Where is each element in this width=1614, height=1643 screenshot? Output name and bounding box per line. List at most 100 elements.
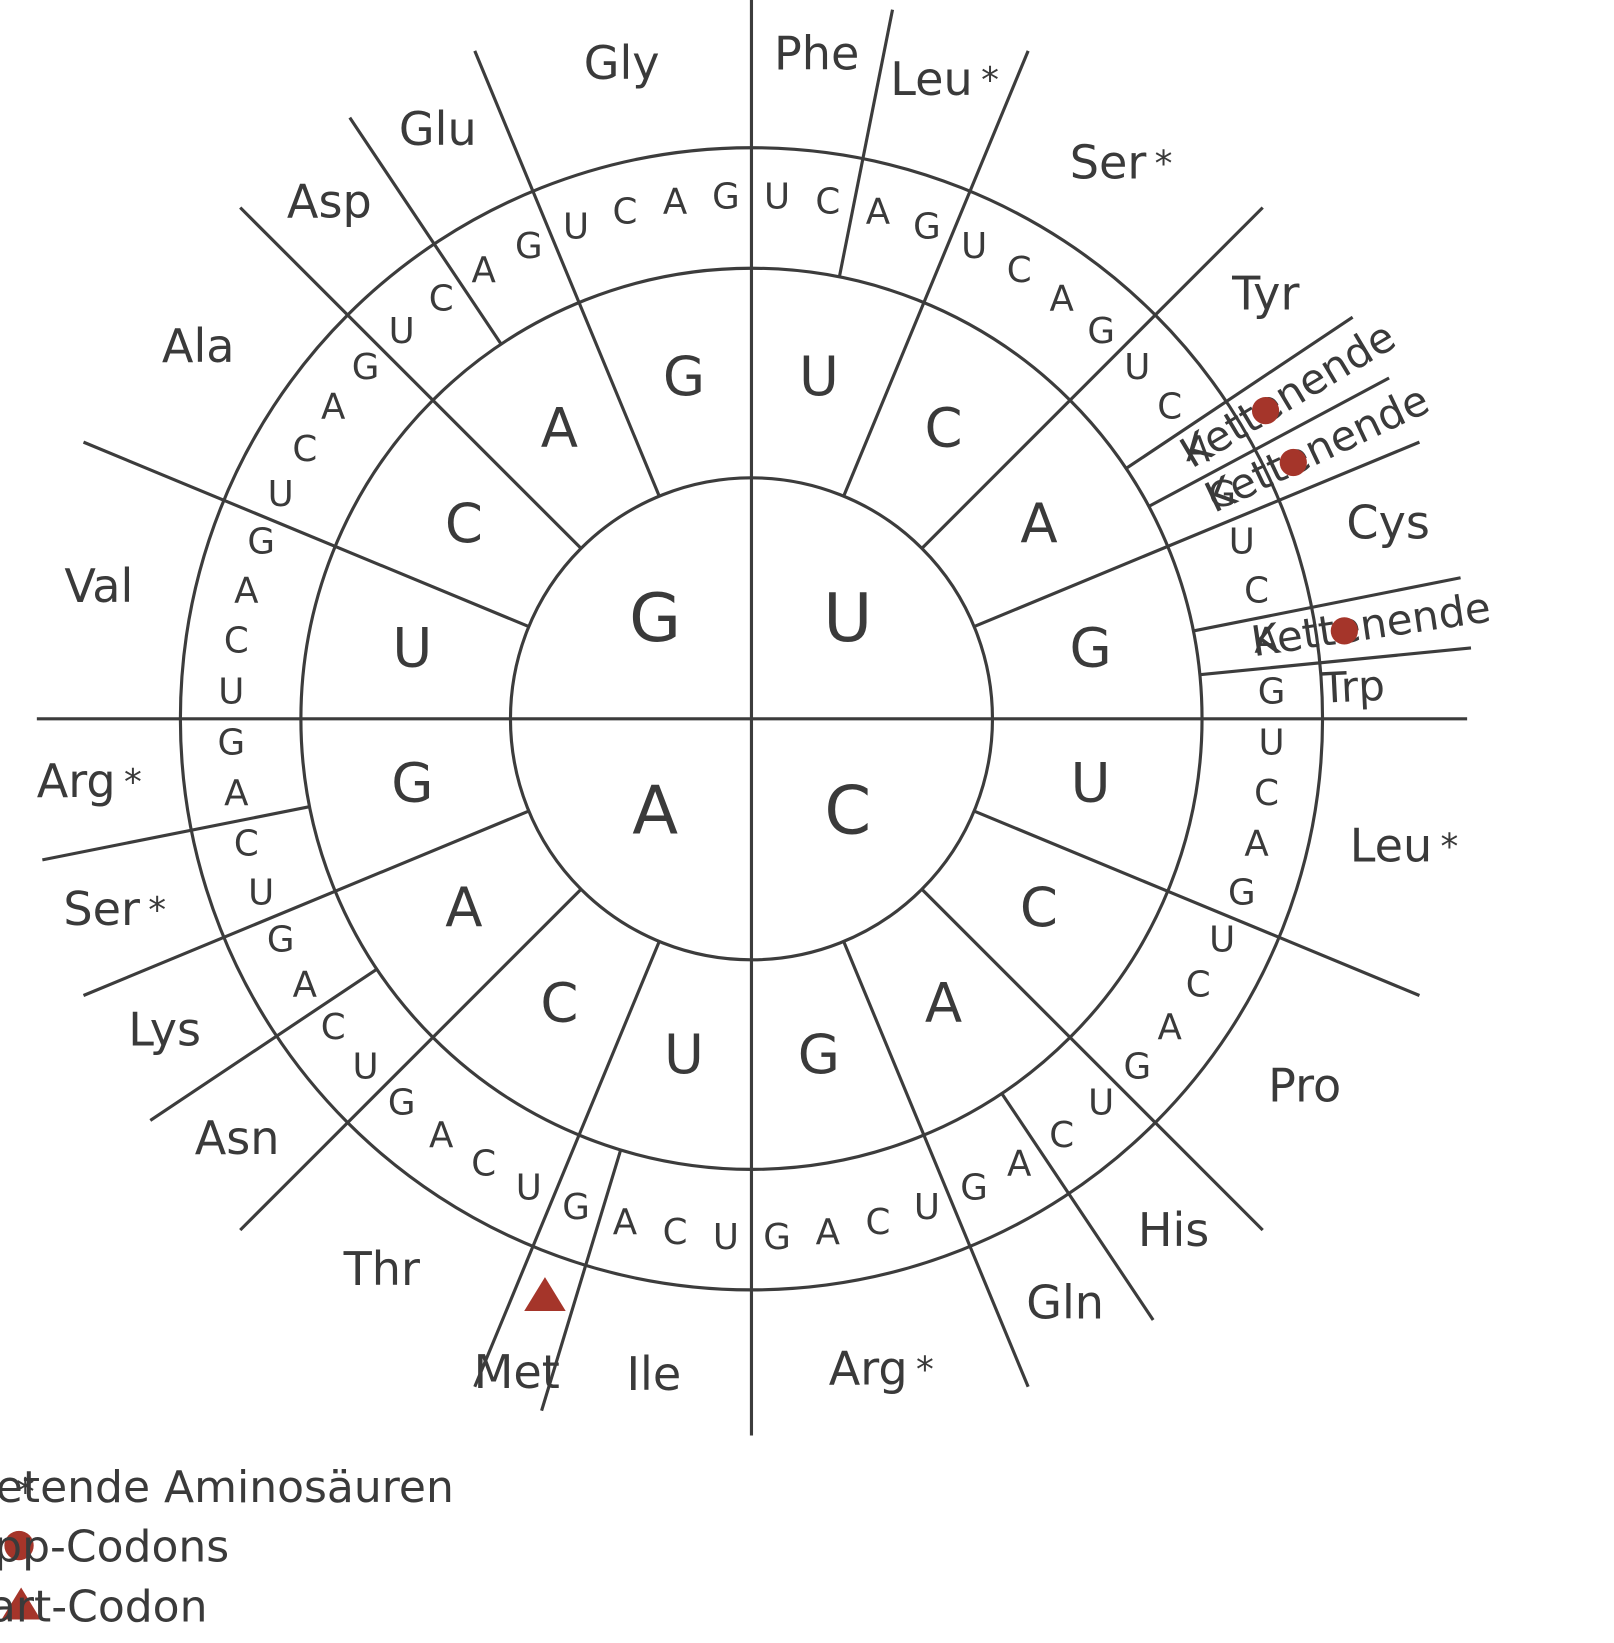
third-base: C bbox=[815, 182, 840, 223]
third-base: U bbox=[218, 671, 244, 712]
third-base: U bbox=[1259, 722, 1285, 763]
group-divider bbox=[239, 206, 583, 550]
third-base: C bbox=[663, 1212, 688, 1253]
second-base: C bbox=[540, 970, 578, 1034]
third-base: U bbox=[1088, 1083, 1114, 1124]
double-mark: * bbox=[148, 890, 166, 931]
third-base: A bbox=[663, 182, 688, 223]
group-divider bbox=[473, 940, 661, 1388]
second-base: A bbox=[1020, 491, 1057, 555]
third-base: U bbox=[516, 1168, 542, 1209]
first-base: G bbox=[629, 579, 681, 657]
third-base: A bbox=[613, 1202, 638, 1243]
third-base: A bbox=[1050, 279, 1075, 320]
amino-acid: Val bbox=[64, 559, 133, 613]
third-base: U bbox=[961, 226, 987, 267]
third-base: C bbox=[1049, 1115, 1074, 1156]
third-base: C bbox=[612, 192, 637, 233]
third-base: G bbox=[960, 1168, 988, 1209]
third-base: U bbox=[563, 206, 589, 247]
third-base: C bbox=[1186, 965, 1211, 1006]
group-divider bbox=[920, 888, 1264, 1232]
amino-divider bbox=[1125, 315, 1354, 470]
second-base: A bbox=[541, 395, 578, 459]
amino-divider bbox=[1148, 376, 1390, 508]
stop-marker bbox=[1330, 617, 1358, 645]
third-base: U bbox=[713, 1217, 739, 1258]
third-base: U bbox=[248, 872, 274, 913]
group-divider bbox=[473, 50, 661, 497]
group-divider bbox=[973, 440, 1421, 629]
amino-acid: Met bbox=[474, 1344, 560, 1398]
third-base: G bbox=[1208, 474, 1236, 515]
amino-name: Lys bbox=[128, 1002, 201, 1056]
third-base: G bbox=[1228, 872, 1256, 913]
second-base: U bbox=[664, 1022, 704, 1086]
start-marker bbox=[524, 1277, 566, 1312]
amino-name: Tyr bbox=[1231, 266, 1299, 320]
third-base: G bbox=[388, 1083, 416, 1124]
second-base: A bbox=[445, 875, 482, 939]
amino-name: Thr bbox=[343, 1242, 420, 1296]
group-divider bbox=[239, 888, 583, 1232]
stop-marker bbox=[1279, 448, 1307, 477]
amino-name: Gln bbox=[1026, 1275, 1104, 1329]
first-base: C bbox=[824, 772, 871, 850]
third-base: A bbox=[866, 192, 891, 233]
third-base: A bbox=[1244, 823, 1269, 864]
amino-acid: Gly bbox=[584, 36, 660, 90]
third-base: C bbox=[234, 823, 259, 864]
third-base: A bbox=[429, 1115, 454, 1156]
double-mark: * bbox=[124, 762, 142, 803]
second-base: U bbox=[799, 344, 839, 408]
third-base: A bbox=[293, 965, 318, 1006]
third-base: A bbox=[1254, 620, 1279, 661]
amino-acid: Cys bbox=[1346, 495, 1429, 549]
third-base: G bbox=[1124, 1047, 1152, 1088]
third-base: G bbox=[218, 722, 246, 763]
amino-divider bbox=[1193, 576, 1461, 633]
amino-name: Cys bbox=[1346, 495, 1429, 549]
third-base: A bbox=[321, 387, 346, 428]
third-base: U bbox=[1124, 347, 1150, 388]
amino-name: Pro bbox=[1268, 1058, 1341, 1112]
amino-name: Arg bbox=[37, 754, 116, 808]
third-base: U bbox=[1229, 521, 1255, 562]
second-base: A bbox=[925, 970, 962, 1034]
amino-acid: Glu bbox=[399, 102, 477, 156]
second-base: C bbox=[445, 491, 483, 555]
third-base: G bbox=[352, 347, 380, 388]
third-base: C bbox=[1007, 250, 1032, 291]
second-base: U bbox=[392, 615, 432, 679]
amino-acid: Lys bbox=[128, 1002, 201, 1056]
amino-acid: Trp bbox=[1319, 660, 1386, 712]
double-mark: * bbox=[1441, 827, 1459, 868]
second-base: G bbox=[1069, 615, 1111, 679]
amino-divider bbox=[348, 116, 503, 346]
amino-acid: Asn bbox=[195, 1110, 280, 1164]
amino-name: Ser bbox=[63, 881, 140, 935]
second-base: C bbox=[925, 395, 963, 459]
third-base: A bbox=[1007, 1143, 1032, 1184]
legend-text: Start-Codon bbox=[0, 1581, 207, 1632]
amino-name: Asn bbox=[195, 1110, 280, 1164]
third-base: U bbox=[914, 1187, 940, 1228]
third-base: A bbox=[234, 570, 259, 611]
amino-divider bbox=[42, 805, 310, 862]
amino-acid: Thr bbox=[343, 1242, 420, 1296]
stop-marker bbox=[1251, 397, 1280, 425]
first-base: U bbox=[823, 579, 872, 657]
amino-acid: Ser * bbox=[1070, 135, 1173, 189]
legend-symbol: * bbox=[16, 1470, 35, 1514]
double-mark: * bbox=[981, 60, 999, 101]
third-base: A bbox=[224, 773, 249, 814]
third-base: C bbox=[471, 1143, 496, 1184]
group-divider bbox=[842, 50, 1030, 497]
group-divider bbox=[82, 809, 530, 997]
third-base: G bbox=[763, 1217, 791, 1258]
third-base: G bbox=[712, 177, 740, 218]
amino-acid: Pro bbox=[1268, 1058, 1341, 1112]
third-base: C bbox=[1254, 773, 1279, 814]
double-mark: * bbox=[1155, 144, 1173, 185]
